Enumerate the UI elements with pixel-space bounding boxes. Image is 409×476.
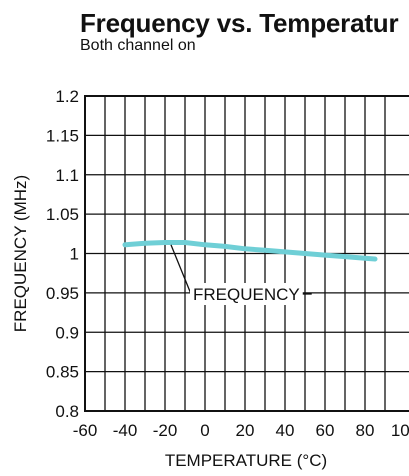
annotation-background xyxy=(190,283,303,305)
grid xyxy=(85,95,409,412)
x-tick-label: -40 xyxy=(113,421,138,440)
x-tick-label: 60 xyxy=(316,421,335,440)
annotation-leader-line xyxy=(170,244,192,295)
y-tick-label: 1.2 xyxy=(55,87,79,106)
x-axis-title: TEMPERATURE (°C) xyxy=(165,451,327,470)
x-tick-label: -60 xyxy=(73,421,98,440)
y-tick-labels: 0.8 0.85 0.9 0.95 1 1.05 1.1 1.15 1.2 xyxy=(46,87,79,421)
y-tick-label: 0.85 xyxy=(46,363,79,382)
chart-title: Frequency vs. Temperatur xyxy=(80,8,399,38)
y-tick-label: 1.15 xyxy=(46,126,79,145)
plot-frame xyxy=(84,95,409,412)
annotation-label: FREQUENCY xyxy=(193,285,300,304)
y-tick-label: 1.1 xyxy=(55,166,79,185)
x-tick-labels: -60 -40 -20 0 20 40 60 80 100 xyxy=(73,421,409,440)
x-tick-label: 40 xyxy=(276,421,295,440)
y-tick-label: 0.8 xyxy=(55,402,79,421)
y-tick-label: 0.95 xyxy=(46,284,79,303)
y-axis-title: FREQUENCY (MHz) xyxy=(11,175,30,332)
y-tick-label: 1.05 xyxy=(46,205,79,224)
y-tick-label: 1 xyxy=(70,245,79,264)
frequency-annotation: FREQUENCY xyxy=(170,244,312,305)
x-tick-label: 0 xyxy=(200,421,209,440)
x-tick-label: 80 xyxy=(356,421,375,440)
x-tick-label: 100 xyxy=(391,421,409,440)
chart-subtitle: Both channel on xyxy=(80,37,196,54)
x-tick-label: 20 xyxy=(236,421,255,440)
y-tick-label: 0.9 xyxy=(55,323,79,342)
frequency-series-line xyxy=(122,240,378,262)
x-tick-label: -20 xyxy=(153,421,178,440)
